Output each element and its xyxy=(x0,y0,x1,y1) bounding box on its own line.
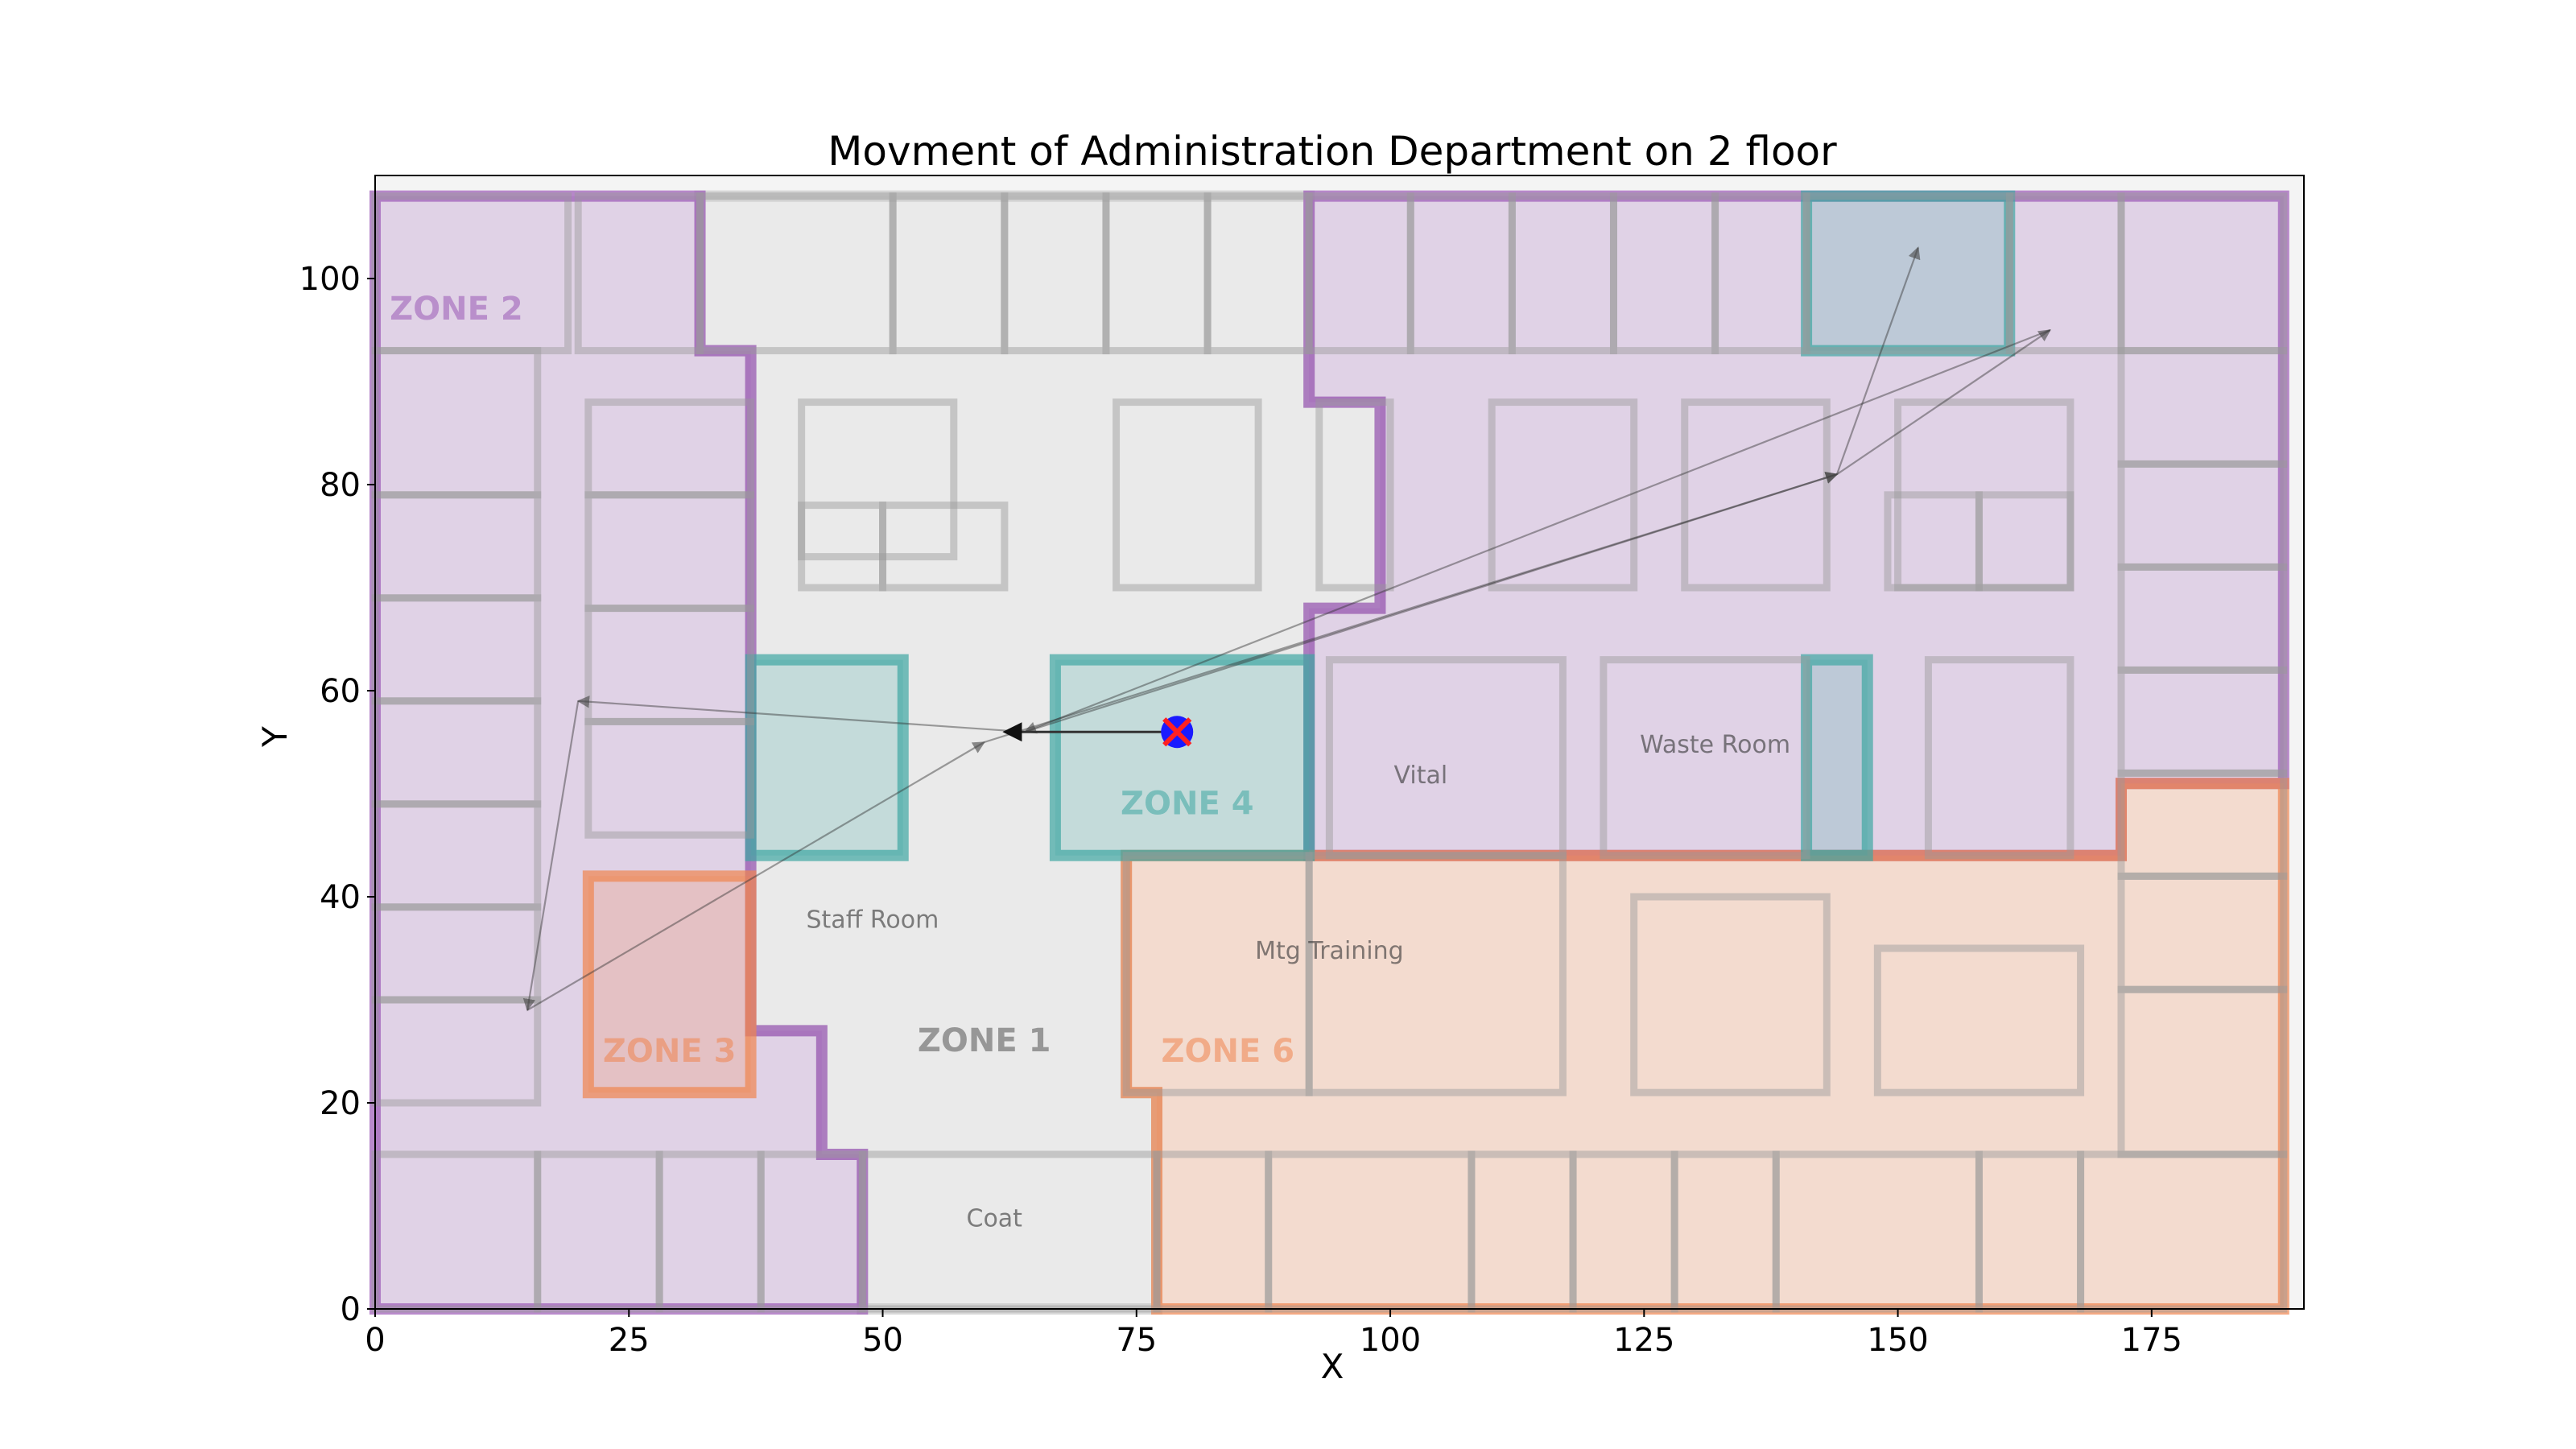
x-tick-label-5: 125 xyxy=(1613,1322,1674,1359)
zone-label-0: ZONE 1 xyxy=(918,1022,1051,1059)
plot-background xyxy=(375,175,2304,1309)
zone-teal-small xyxy=(1801,654,1873,861)
room-12 xyxy=(1802,192,2013,355)
room-10 xyxy=(1609,192,1719,355)
x-tick-label-3: 75 xyxy=(1116,1322,1157,1359)
y-axis-label: Y xyxy=(255,726,295,748)
room-8 xyxy=(1406,192,1516,355)
x-tick-label-0: 0 xyxy=(365,1322,385,1359)
room-58 xyxy=(1924,656,2074,860)
path-segment-0-0 xyxy=(1024,472,1839,733)
room-62 xyxy=(1873,944,2085,1096)
room-label-0: Mtg Training xyxy=(1255,937,1404,965)
y-tick-label-1: 20 xyxy=(320,1085,361,1122)
room-56 xyxy=(1325,656,1567,860)
y-tick-label-4: 80 xyxy=(320,467,361,504)
zone-teal-top xyxy=(1801,190,2016,357)
room-4 xyxy=(1001,192,1110,355)
axes: 0 25 50 75 100 125 150 175 0 20 40 60 80 100 xyxy=(299,175,2305,1359)
room-9 xyxy=(1508,192,1617,355)
room-54 xyxy=(1884,491,1983,592)
room-labels: Mtg Training Vital Waste Room Staff Room Coa… xyxy=(807,731,1791,1233)
room-52 xyxy=(1681,398,1831,592)
plot-frame xyxy=(374,175,2305,1310)
y-tick-label-2: 40 xyxy=(320,879,361,916)
path-segment-0-7 xyxy=(1835,246,1921,475)
room-25 xyxy=(584,717,755,839)
room-60 xyxy=(1305,852,1567,1096)
room-1 xyxy=(574,192,704,355)
room-24 xyxy=(584,605,755,725)
room-41 xyxy=(2117,563,2288,674)
room-11 xyxy=(1711,192,1810,355)
chart-title: Movment of Administration Department on … xyxy=(828,128,1837,175)
room-57 xyxy=(1600,656,1810,860)
room-label-1: Vital xyxy=(1394,762,1448,790)
zone-4-region xyxy=(1049,654,1315,861)
room-61 xyxy=(1630,893,1831,1096)
room-3 xyxy=(889,192,1009,355)
path-segment-0-3 xyxy=(576,696,1026,733)
room-45 xyxy=(2117,985,2288,1158)
room-48 xyxy=(879,502,1009,592)
plot-area xyxy=(375,175,2304,1309)
current-position-marker xyxy=(1161,716,1194,749)
room-7 xyxy=(1305,192,1414,355)
y-tick-label-3: 60 xyxy=(320,673,361,710)
x-tick-label-4: 100 xyxy=(1360,1322,1421,1359)
movement-paths xyxy=(522,246,2052,1012)
room-label-2: Waste Room xyxy=(1640,731,1790,759)
y-tick-label-5: 100 xyxy=(299,261,361,298)
room-13 xyxy=(2005,192,2125,355)
path-segment-0-2 xyxy=(1023,328,2051,734)
room-label-4: Coat xyxy=(967,1205,1023,1233)
room-40 xyxy=(2117,460,2288,571)
room-6 xyxy=(1203,192,1313,355)
room-59 xyxy=(1122,852,1313,1096)
x-tick-label-7: 175 xyxy=(2121,1322,2182,1359)
room-42 xyxy=(2117,666,2288,777)
zone-labels: ZONE 1 ZONE 2 ZONE 3 ZONE 4 ZONE 6 xyxy=(390,291,1294,1070)
zone-4b-region xyxy=(745,654,909,861)
x-tick-label-6: 150 xyxy=(1867,1322,1928,1359)
path-segment-0-5 xyxy=(526,741,985,1011)
path-segment-0-4 xyxy=(522,700,580,1012)
zone-label-3: ZONE 4 xyxy=(1121,786,1254,823)
room-50 xyxy=(1315,398,1394,592)
position-cross-b xyxy=(1162,717,1192,747)
zone-6-region xyxy=(1121,778,2289,1315)
floor-zones xyxy=(369,190,2289,1315)
room-label-3: Staff Room xyxy=(807,906,939,934)
zone-3-region xyxy=(582,870,757,1099)
room-5 xyxy=(1102,192,1212,355)
room-23 xyxy=(584,491,755,613)
room-22 xyxy=(584,398,755,499)
room-47 xyxy=(798,502,887,592)
zone-label-1: ZONE 2 xyxy=(390,291,523,328)
zone-5-region xyxy=(1303,190,2289,861)
x-tick-label-2: 50 xyxy=(862,1322,903,1359)
y-tick-label-0: 0 xyxy=(341,1291,361,1328)
room-39 xyxy=(2117,347,2288,468)
room-49 xyxy=(1113,398,1262,592)
room-53 xyxy=(1894,398,2074,592)
room-2 xyxy=(696,192,897,355)
x-axis-label: X xyxy=(1321,1347,1344,1386)
room-51 xyxy=(1488,398,1638,592)
room-43 xyxy=(2117,769,2288,880)
zone-label-4: ZONE 6 xyxy=(1161,1033,1294,1070)
path-segment-0-1 xyxy=(1836,329,2052,476)
path-segment-0-6 xyxy=(984,472,1839,744)
zone-label-2: ZONE 3 xyxy=(603,1033,737,1070)
room-44 xyxy=(2117,872,2288,993)
x-tick-label-1: 25 xyxy=(609,1322,650,1359)
room-55 xyxy=(1975,491,2074,592)
room-14 xyxy=(2117,192,2288,355)
room-46 xyxy=(798,398,958,561)
